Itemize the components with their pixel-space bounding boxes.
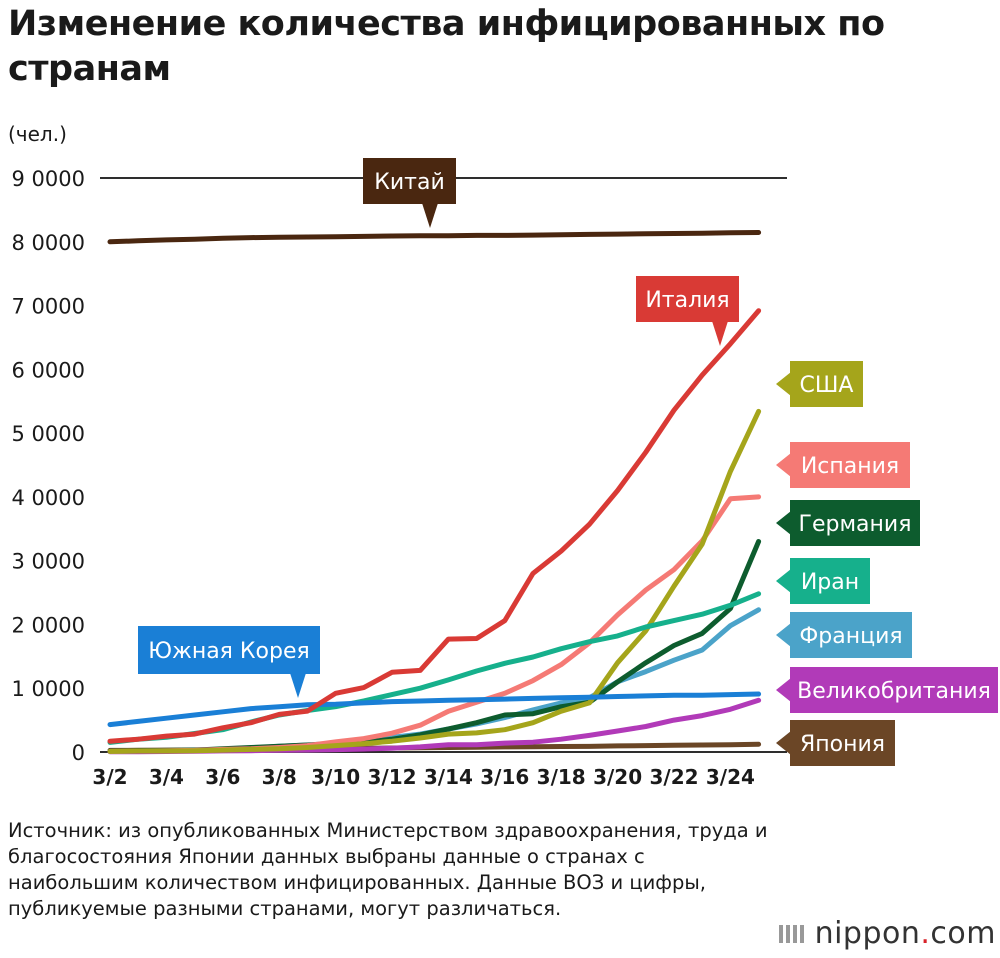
- x-tick-label: 3/16: [480, 765, 529, 789]
- label-box: [636, 276, 739, 322]
- brand-tld: com: [930, 916, 996, 951]
- x-tick-label: 3/24: [706, 765, 755, 789]
- label-pointer: [776, 678, 791, 702]
- label-box: [790, 720, 895, 766]
- label-box: [363, 158, 456, 204]
- x-tick-label: 3/14: [424, 765, 473, 789]
- series-label-Италия: Италия: [636, 276, 739, 346]
- x-tick-label: 3/10: [311, 765, 360, 789]
- y-axis-unit: (чел.): [8, 122, 67, 146]
- x-tick-label: 3/18: [537, 765, 586, 789]
- series-label-Великобритания: Великобритания: [776, 667, 998, 713]
- label-text: США: [800, 373, 854, 398]
- y-tick-label: 3 0000: [12, 550, 85, 574]
- brand-name: nippon: [814, 916, 921, 951]
- series-label-Китай: Китай: [363, 158, 456, 228]
- label-box: [790, 500, 920, 546]
- series-label-Южная Корея: Южная Корея: [138, 626, 320, 698]
- label-pointer: [776, 372, 791, 396]
- label-text: Германия: [799, 512, 912, 537]
- y-tick-label: 1 0000: [12, 677, 85, 701]
- label-text: Италия: [645, 288, 729, 313]
- label-pointer: [776, 731, 791, 755]
- label-pointer: [712, 321, 728, 346]
- y-tick-label: 0: [72, 741, 85, 765]
- x-tick-label: 3/12: [367, 765, 416, 789]
- series-label-США: США: [776, 361, 863, 407]
- source-note: Источник: из опубликованных Министерство…: [8, 819, 768, 920]
- y-tick-label: 9 0000: [12, 167, 85, 191]
- series-label-Германия: Германия: [776, 500, 920, 546]
- label-box: [790, 361, 863, 407]
- label-text: Испания: [801, 454, 899, 479]
- series-line-США: [107, 408, 762, 754]
- y-tick-label: 7 0000: [12, 295, 85, 319]
- y-tick-label: 4 0000: [12, 486, 85, 510]
- label-box: [790, 612, 912, 658]
- label-box: [138, 626, 320, 674]
- y-tick-label: 2 0000: [12, 613, 85, 637]
- label-box: [790, 558, 870, 604]
- label-text: Иран: [801, 570, 859, 595]
- label-pointer: [776, 623, 791, 647]
- x-tick-label: 3/4: [149, 765, 184, 789]
- label-text: Великобритания: [797, 679, 991, 704]
- x-tick-label: 3/2: [92, 765, 127, 789]
- nippon-logo-icon: [778, 925, 804, 943]
- series-line-Китай: [107, 230, 762, 245]
- series-label-Иран: Иран: [776, 558, 870, 604]
- x-tick-label: 3/6: [205, 765, 240, 789]
- label-text: Франция: [799, 624, 902, 649]
- chart-title: Изменение количества инфицированных по с…: [8, 4, 885, 89]
- y-tick-label: 8 0000: [12, 231, 85, 255]
- label-pointer: [776, 453, 791, 477]
- line-chart: (чел.) 0 1 0000 2 0000 3 0000 4 0000 5 0000 6 …: [8, 122, 998, 789]
- label-box: [790, 442, 910, 488]
- label-text: Япония: [800, 732, 885, 757]
- label-pointer: [776, 569, 791, 593]
- label-pointer: [776, 511, 791, 535]
- label-box: [790, 667, 998, 713]
- y-tick-label: 5 0000: [12, 422, 85, 446]
- series-label-Франция: Франция: [776, 612, 912, 658]
- series-line-Южная Корея: [107, 691, 762, 728]
- series-label-Япония: Япония: [776, 720, 895, 766]
- brand-logo: nippon.com: [778, 916, 996, 951]
- x-tick-label: 3/22: [649, 765, 698, 789]
- x-tick-label: 3/8: [262, 765, 297, 789]
- label-text: Китай: [374, 170, 445, 195]
- series-label-Испания: Испания: [776, 442, 910, 488]
- series-line-Италия: [107, 308, 762, 744]
- label-text: Южная Корея: [148, 639, 309, 664]
- y-tick-label: 6 0000: [12, 358, 85, 382]
- brand-dot: .: [920, 916, 931, 951]
- label-pointer: [290, 673, 306, 698]
- label-pointer: [422, 203, 438, 228]
- x-tick-label: 3/20: [593, 765, 642, 789]
